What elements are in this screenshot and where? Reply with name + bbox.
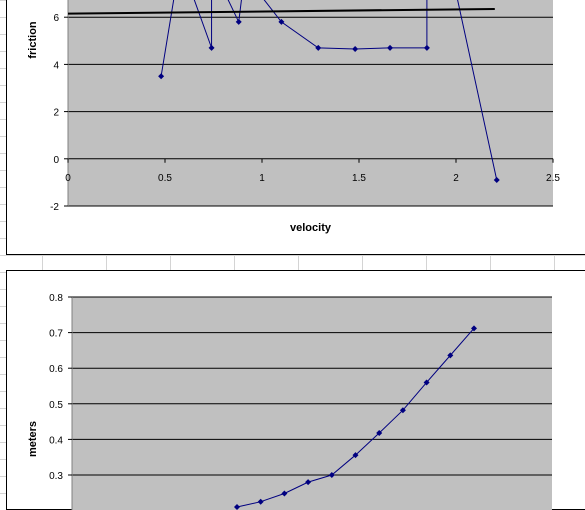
x-tick-label: 0.5 — [158, 173, 172, 184]
y-tick-labels: -2 0 2 4 6 — [50, 13, 68, 213]
trendline — [67, 7, 495, 15]
plot-area — [68, 0, 553, 206]
y-axis-title: meters — [27, 421, 39, 457]
data-point — [208, 44, 215, 51]
y-tick-labels: 0.8 0.7 0.6 0.5 0.4 0.3 — [49, 293, 72, 482]
data-point — [423, 44, 430, 51]
data-point — [315, 44, 322, 51]
gridlines — [67, 0, 553, 207]
data-point — [158, 73, 165, 80]
x-tick-label: 2 — [453, 173, 459, 184]
data-point — [352, 452, 359, 459]
meters-chart-plot: 0.8 0.7 0.6 0.5 0.4 0.3 meters — [27, 293, 552, 510]
friction-chart-plot: -2 0 2 4 6 0 0.5 1 1.5 2 2.5 velocity friction — [27, 0, 560, 234]
data-point — [387, 44, 394, 51]
data-point — [493, 177, 500, 184]
y-tick-label: 2 — [53, 108, 59, 119]
y-tick-label: 6 — [53, 13, 59, 24]
x-tick-labels: 0 0.5 1 1.5 2 2.5 — [65, 158, 560, 184]
data-series — [67, 0, 500, 184]
data-point — [305, 479, 312, 486]
data-point — [352, 46, 359, 53]
y-tick-label: 0.6 — [49, 364, 63, 375]
y-tick-label: 4 — [53, 60, 59, 71]
x-tick-label: 2.5 — [546, 173, 560, 184]
data-point — [328, 472, 335, 478]
x-axis-title: velocity — [290, 222, 332, 234]
y-tick-label: 0.3 — [49, 471, 63, 482]
y-tick-label: 0 — [53, 155, 59, 166]
y-tick-label: -2 — [50, 202, 59, 213]
y-axis-title: friction — [27, 21, 39, 59]
y-tick-label: 0.7 — [49, 329, 63, 340]
data-point — [278, 18, 285, 25]
data-point — [423, 379, 430, 386]
x-tick-label: 0 — [65, 173, 71, 184]
data-point — [399, 407, 406, 414]
x-tick-label: 1 — [259, 173, 265, 184]
y-tick-label: 0.5 — [49, 400, 63, 411]
data-point — [376, 429, 383, 436]
data-point — [471, 325, 477, 332]
x-tick-label: 1.5 — [352, 173, 366, 184]
y-tick-label: 0.4 — [49, 435, 63, 446]
y-tick-label: 0.8 — [49, 293, 63, 304]
data-point — [447, 352, 454, 359]
data-point — [235, 18, 242, 25]
data-point — [281, 490, 288, 497]
